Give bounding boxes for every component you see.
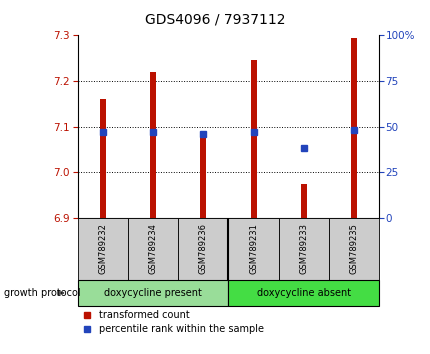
Bar — [200, 136, 206, 218]
FancyBboxPatch shape — [278, 218, 328, 280]
Text: GSM789236: GSM789236 — [198, 223, 207, 274]
Text: transformed count: transformed count — [98, 310, 189, 320]
Text: GDS4096 / 7937112: GDS4096 / 7937112 — [145, 12, 285, 27]
FancyBboxPatch shape — [228, 218, 278, 280]
FancyBboxPatch shape — [77, 218, 128, 280]
Bar — [150, 72, 156, 218]
FancyBboxPatch shape — [77, 280, 228, 306]
Text: GSM789231: GSM789231 — [249, 223, 258, 274]
FancyBboxPatch shape — [328, 218, 378, 280]
Text: doxycycline absent: doxycycline absent — [256, 288, 350, 298]
FancyBboxPatch shape — [128, 218, 178, 280]
Text: GSM789235: GSM789235 — [349, 223, 358, 274]
FancyBboxPatch shape — [228, 280, 378, 306]
Bar — [99, 99, 105, 218]
Bar — [350, 38, 356, 218]
Text: GSM789234: GSM789234 — [148, 223, 157, 274]
Text: GSM789233: GSM789233 — [299, 223, 307, 274]
Text: doxycycline present: doxycycline present — [104, 288, 202, 298]
Text: percentile rank within the sample: percentile rank within the sample — [98, 324, 263, 334]
FancyBboxPatch shape — [178, 218, 228, 280]
Bar — [300, 183, 306, 218]
Text: GSM789232: GSM789232 — [98, 223, 107, 274]
Text: growth protocol: growth protocol — [4, 288, 81, 298]
Bar — [250, 61, 256, 218]
